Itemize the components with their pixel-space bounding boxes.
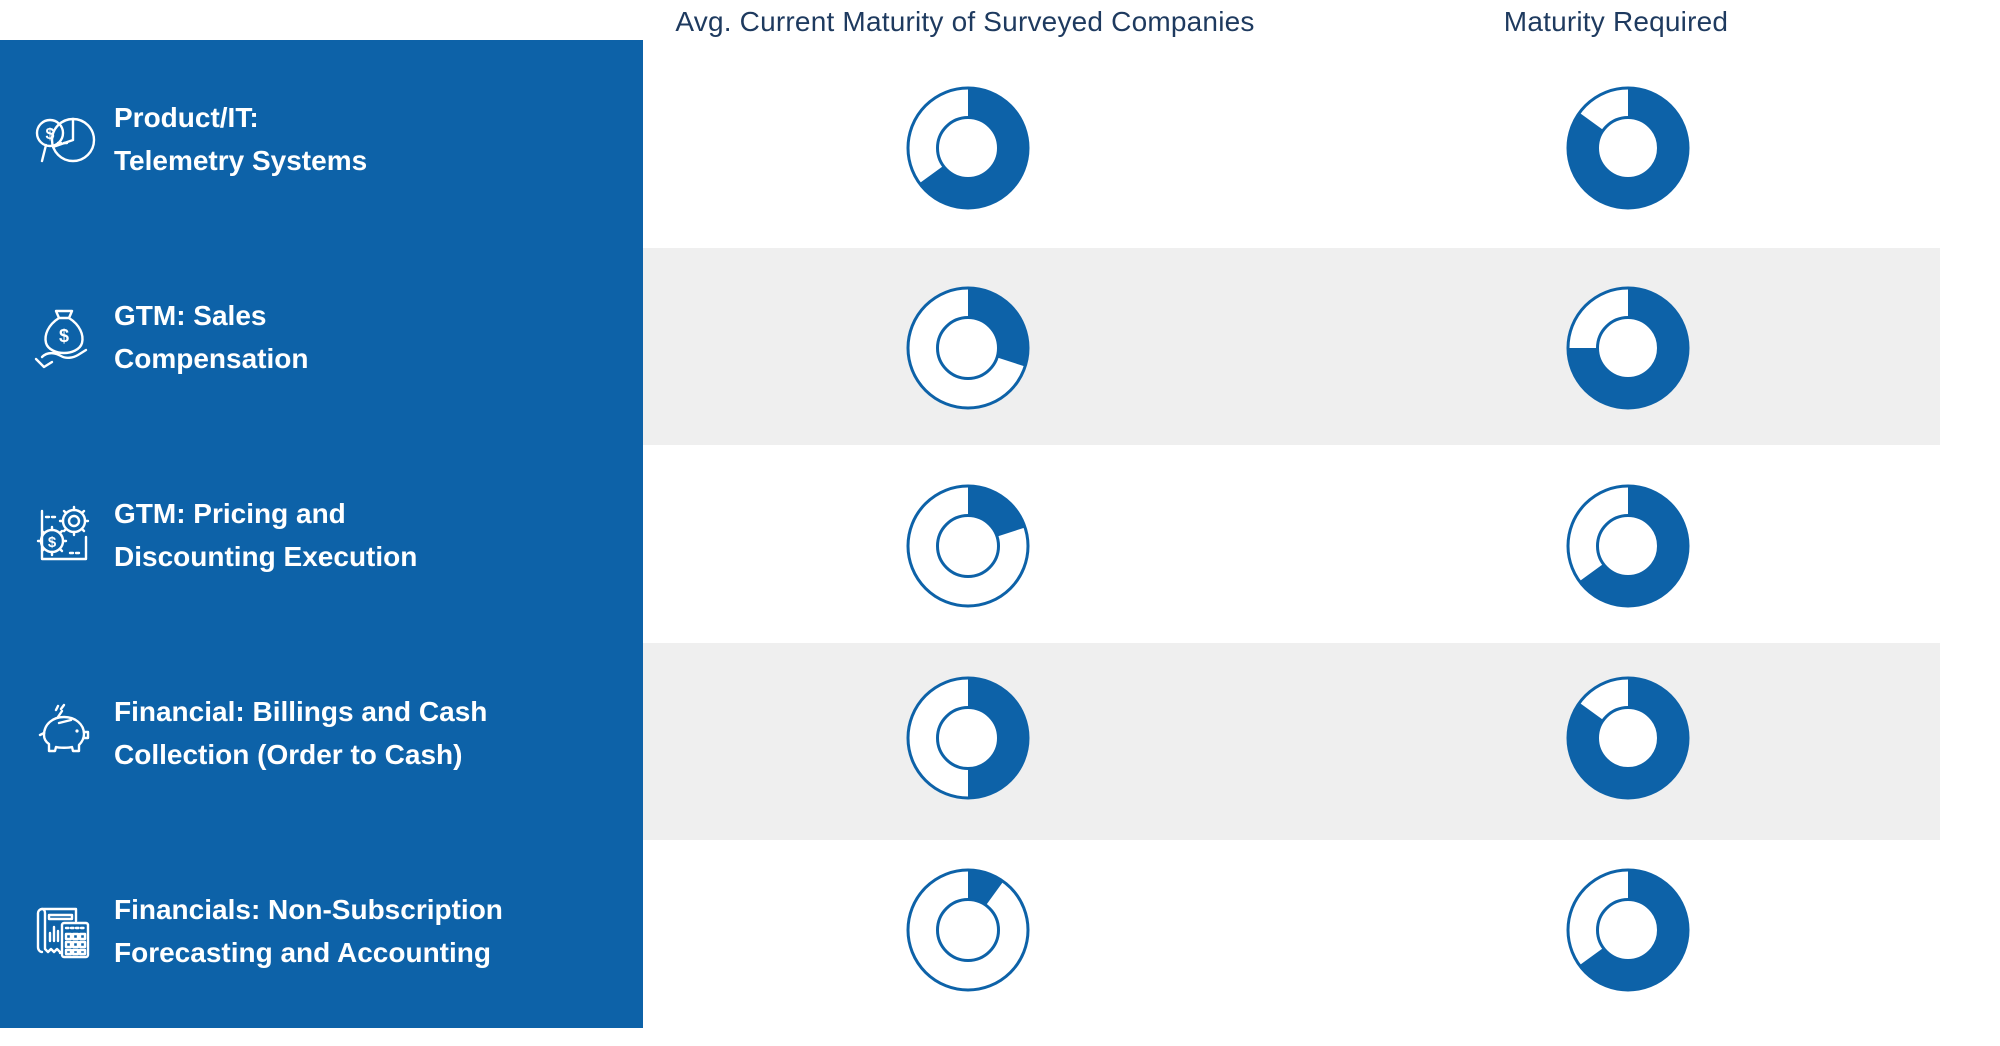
column-header-maturity-required: Maturity Required xyxy=(1503,6,1729,37)
category-sidebar: $ Product/IT: Telemetry Systems $ xyxy=(0,40,643,1028)
donut-current-forecasting xyxy=(906,868,1030,992)
sidebar-label: Financials: Non-Subscription Forecasting… xyxy=(114,894,503,968)
piggy-bank-icon xyxy=(26,695,102,771)
donut-required-sales-comp xyxy=(1566,286,1690,410)
sidebar-item-billings-cash-collection: Financial: Billings and Cash Collection … xyxy=(0,634,643,832)
donut-current-pricing xyxy=(906,484,1030,608)
money-bag-in-hand-icon: $ xyxy=(26,299,102,375)
document-gears-icon: $ xyxy=(26,497,102,573)
sidebar-item-pricing-discounting: $ GTM: Pricing and Discounting Execution xyxy=(0,436,643,634)
donut-current-telemetry xyxy=(906,86,1030,210)
sidebar-label: Product/IT: Telemetry Systems xyxy=(114,102,368,176)
column-header-current-maturity: Avg. Current Maturity of Surveyed Compan… xyxy=(675,6,1255,37)
row-stripe-2 xyxy=(643,248,1940,445)
donut-required-billings xyxy=(1566,676,1690,800)
magnifier-pie-chart-icon: $ xyxy=(26,101,102,177)
donut-current-sales-comp xyxy=(906,286,1030,410)
donut-current-billings xyxy=(906,676,1030,800)
sidebar-label: GTM: Pricing and Discounting Execution xyxy=(114,498,418,572)
sidebar-label: Financial: Billings and Cash Collection … xyxy=(114,696,488,770)
sidebar-item-forecasting-accounting: Financials: Non-Subscription Forecasting… xyxy=(0,832,643,1030)
gear-bottom: $ xyxy=(36,525,68,557)
donut-required-forecasting xyxy=(1566,868,1690,992)
gear-top xyxy=(58,505,90,537)
receipt-calculator-icon xyxy=(26,893,102,969)
row-stripe-4 xyxy=(643,643,1940,840)
sidebar-item-telemetry-systems: $ Product/IT: Telemetry Systems xyxy=(0,40,643,238)
svg-text:$: $ xyxy=(59,326,69,346)
svg-text:$: $ xyxy=(48,534,57,551)
svg-text:$: $ xyxy=(46,126,55,143)
donut-required-telemetry xyxy=(1566,86,1690,210)
donut-required-pricing xyxy=(1566,484,1690,608)
sidebar-item-sales-compensation: $ GTM: Sales Compensation xyxy=(0,238,643,436)
sidebar-label: GTM: Sales Compensation xyxy=(114,300,309,374)
